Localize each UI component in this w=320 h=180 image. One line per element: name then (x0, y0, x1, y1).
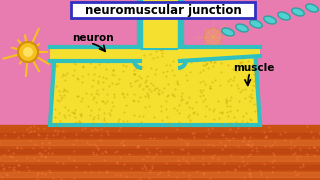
Ellipse shape (250, 20, 262, 28)
Circle shape (204, 28, 222, 46)
Bar (0, 172, 320, 177)
Text: muscle: muscle (233, 63, 274, 73)
Circle shape (23, 47, 33, 57)
FancyBboxPatch shape (71, 2, 255, 18)
Text: neuron: neuron (72, 33, 114, 43)
Ellipse shape (236, 24, 248, 32)
Circle shape (18, 42, 38, 62)
Bar (0, 133, 320, 137)
Bar (0, 149, 320, 153)
Polygon shape (50, 48, 260, 125)
Bar (0, 140, 320, 145)
Ellipse shape (222, 28, 234, 36)
Bar (0, 125, 320, 180)
Bar (178, 0, 183, 48)
Bar (0, 156, 320, 161)
Polygon shape (178, 47, 260, 60)
Ellipse shape (306, 4, 318, 12)
Bar (0, 165, 320, 169)
Polygon shape (140, 0, 180, 48)
Ellipse shape (278, 12, 290, 20)
Polygon shape (50, 47, 142, 60)
Text: neuromuscular junction: neuromuscular junction (84, 3, 241, 17)
Ellipse shape (292, 8, 304, 16)
Ellipse shape (264, 16, 276, 24)
Bar (137, 0, 142, 48)
